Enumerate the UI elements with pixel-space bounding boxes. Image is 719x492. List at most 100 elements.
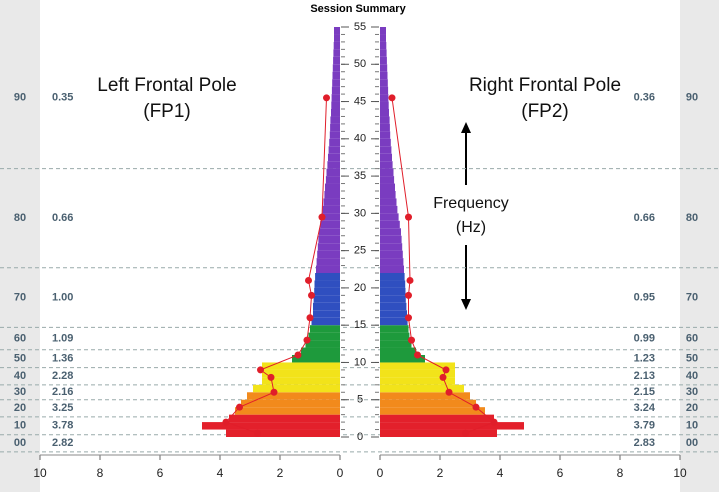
dot (405, 213, 412, 221)
bar (202, 422, 340, 430)
bar (334, 27, 340, 35)
dot (303, 336, 311, 344)
bar (332, 71, 340, 80)
y-tick-label: 20 (354, 282, 366, 294)
bar (321, 213, 340, 221)
bar (301, 347, 340, 355)
percentile-value: 1.00 (52, 292, 73, 304)
bar (314, 280, 340, 288)
x-tick-label: 0 (377, 466, 384, 480)
bar (326, 168, 340, 177)
bar (292, 355, 340, 363)
dot (308, 291, 315, 299)
x-tick-label: 2 (277, 466, 284, 480)
y-tick-label: 0 (357, 431, 363, 443)
bar (322, 205, 340, 214)
bar (380, 116, 390, 124)
bar (316, 258, 340, 266)
y-tick-label: 55 (354, 21, 366, 33)
dot (318, 213, 326, 221)
bar (329, 138, 340, 147)
dot (270, 388, 278, 396)
percentile-value: 0.99 (634, 333, 655, 345)
bar (310, 325, 340, 333)
bar (380, 131, 391, 139)
percentile-value: 2.83 (634, 437, 655, 449)
dot (306, 314, 314, 322)
percentile-value: 2.15 (634, 386, 655, 398)
bar (380, 101, 389, 109)
bar (380, 377, 455, 385)
dot (462, 429, 469, 437)
bar (320, 220, 340, 229)
bar (324, 191, 340, 199)
bar (241, 399, 340, 408)
bar (380, 325, 409, 333)
bar (380, 340, 412, 348)
bar (380, 27, 386, 35)
bar (328, 153, 340, 162)
dot (323, 94, 330, 102)
arrow-down-head (461, 299, 471, 310)
bar (262, 377, 340, 385)
percentile-label: 60 (686, 333, 698, 345)
bar (380, 168, 394, 177)
bar (380, 176, 395, 184)
bar (380, 243, 403, 251)
dot (222, 418, 230, 426)
percentile-value: 3.24 (634, 402, 656, 414)
bar (315, 273, 340, 281)
y-tick-label: 45 (354, 95, 366, 107)
bar (380, 355, 425, 363)
bar (380, 49, 387, 57)
bar (380, 94, 389, 102)
y-tick-label: 5 (357, 394, 363, 406)
bar (330, 123, 340, 132)
bar (380, 399, 476, 408)
bar (380, 71, 388, 80)
percentile-value: 2.13 (634, 370, 655, 382)
x-tick-label: 8 (617, 466, 624, 480)
bar (226, 429, 340, 437)
bar (380, 213, 399, 221)
percentile-value: 3.79 (634, 420, 655, 432)
percentile-label: 70 (14, 292, 26, 304)
percentile-value: 1.09 (52, 333, 73, 345)
y-tick-label: 50 (354, 58, 366, 70)
percentile-label: 70 (686, 292, 698, 304)
bar (380, 228, 401, 236)
left-band (0, 0, 40, 492)
bar (317, 250, 340, 259)
dot (257, 366, 264, 374)
bar (229, 414, 340, 423)
bar (316, 265, 340, 273)
y-tick-label: 35 (354, 170, 366, 182)
bar (325, 176, 340, 184)
bar (380, 183, 395, 191)
bar (328, 146, 340, 154)
bar (380, 362, 455, 370)
x-tick-label: 2 (437, 466, 444, 480)
bar (327, 161, 340, 169)
bar (380, 34, 386, 42)
bar (331, 94, 340, 102)
bar (380, 414, 494, 423)
percentile-label: 90 (14, 92, 26, 104)
y-tick-label: 15 (354, 319, 366, 331)
x-tick-label: 6 (157, 466, 164, 480)
bar (380, 407, 485, 415)
percentile-label: 50 (14, 353, 26, 365)
bar (380, 369, 455, 378)
percentile-label: 10 (14, 420, 26, 432)
dot (254, 429, 261, 437)
y-tick-label: 30 (354, 207, 366, 219)
percentile-label: 40 (686, 370, 698, 382)
percentile-value: 3.25 (52, 402, 73, 414)
bar (305, 340, 340, 348)
bar (380, 153, 392, 162)
percentile-label: 20 (14, 402, 26, 414)
bar (380, 258, 404, 266)
chart-title: Session Summary (310, 3, 406, 15)
right-band (680, 0, 719, 492)
percentile-value: 0.66 (634, 212, 655, 224)
